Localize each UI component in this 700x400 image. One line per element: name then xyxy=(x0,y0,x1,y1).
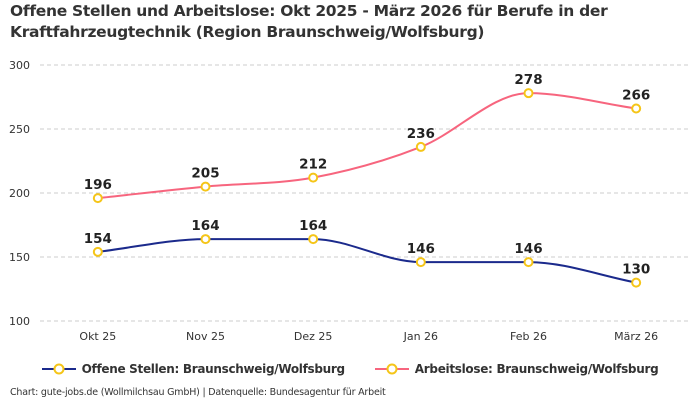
data-point xyxy=(92,193,103,204)
legend-label: Offene Stellen: Braunschweig/Wolfsburg xyxy=(81,362,345,376)
x-tick-label: Jan 26 xyxy=(403,330,438,343)
data-label: 212 xyxy=(299,157,327,173)
x-tick-label: Okt 25 xyxy=(79,330,116,343)
legend: Offene Stellen: Braunschweig/Wolfsburg A… xyxy=(0,362,700,376)
x-tick-label: Nov 25 xyxy=(186,330,225,343)
data-point xyxy=(92,246,103,257)
chart-title: Offene Stellen und Arbeitslose: Okt 2025… xyxy=(10,2,608,41)
data-point xyxy=(523,257,534,268)
data-label: 278 xyxy=(514,72,542,88)
data-label: 236 xyxy=(407,126,435,142)
data-label: 164 xyxy=(299,218,327,234)
series-line-1 xyxy=(97,92,637,200)
legend-item-offene-stellen[interactable]: Offene Stellen: Braunschweig/Wolfsburg xyxy=(41,362,345,376)
data-label: 146 xyxy=(407,241,435,257)
data-point xyxy=(415,257,426,268)
y-tick-label: 200 xyxy=(9,187,30,200)
data-label: 164 xyxy=(191,218,219,234)
x-tick-label: März 26 xyxy=(614,330,658,343)
y-tick-label: 250 xyxy=(9,123,30,136)
legend-label: Arbeitslose: Braunschweig/Wolfsburg xyxy=(414,362,659,376)
legend-item-arbeitslose[interactable]: Arbeitslose: Braunschweig/Wolfsburg xyxy=(374,362,659,376)
legend-marker-icon xyxy=(374,363,409,375)
series-line-0 xyxy=(97,238,637,284)
y-tick-label: 150 xyxy=(9,251,30,264)
data-label: 196 xyxy=(84,177,112,193)
y-tick-label: 100 xyxy=(9,315,30,328)
data-label: 266 xyxy=(622,88,650,104)
data-point xyxy=(523,88,534,99)
data-point xyxy=(308,234,319,245)
data-label: 146 xyxy=(514,241,542,257)
data-label: 154 xyxy=(84,231,112,247)
x-tick-label: Feb 26 xyxy=(510,330,547,343)
legend-marker-icon xyxy=(41,363,76,375)
data-point xyxy=(308,172,319,183)
data-point xyxy=(631,277,642,288)
data-point xyxy=(631,103,642,114)
y-tick-label: 300 xyxy=(9,59,30,72)
data-label: 205 xyxy=(191,166,219,182)
data-point xyxy=(200,181,211,192)
data-point xyxy=(415,141,426,152)
source-footer: Chart: gute-jobs.de (Wollmilchsau GmbH) … xyxy=(10,387,386,398)
data-label: 130 xyxy=(622,262,650,278)
x-tick-label: Dez 25 xyxy=(294,330,333,343)
data-point xyxy=(200,234,211,245)
